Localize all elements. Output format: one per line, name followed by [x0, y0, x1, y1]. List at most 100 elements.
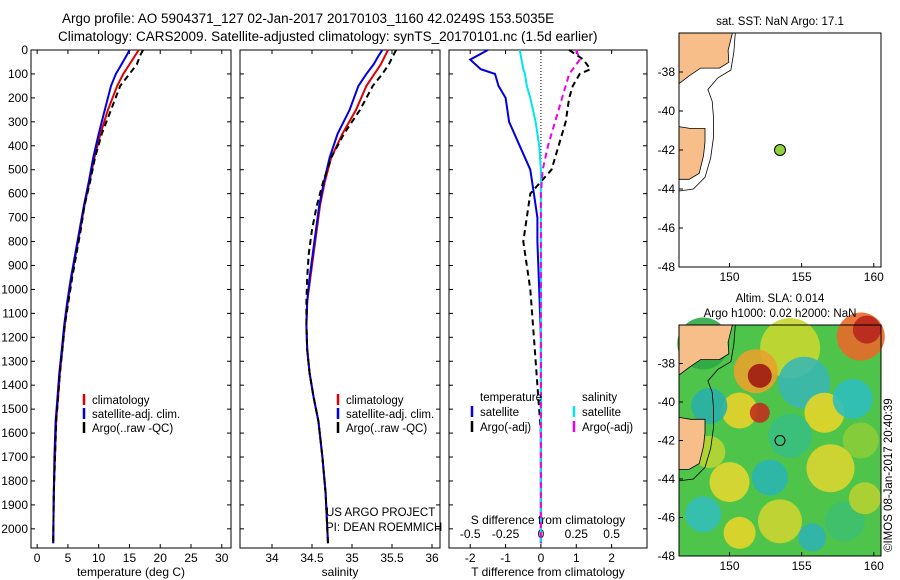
- sla-blob: [749, 402, 770, 423]
- x-axis-label: salinity: [322, 565, 359, 579]
- y-tick-label: 200: [8, 91, 28, 105]
- y-tick-label: 1900: [1, 498, 28, 512]
- y-tick-label: 1300: [1, 354, 28, 368]
- x-tick-label: 0: [538, 551, 545, 565]
- x-tick-label: 10: [92, 551, 106, 565]
- y-tick-label: 1200: [1, 330, 28, 344]
- y-tick-label: 300: [8, 115, 28, 129]
- legend-label: Argo(..raw -QC): [346, 423, 427, 435]
- credit-line1: US ARGO PROJECT: [326, 507, 435, 519]
- argo-position-marker: [774, 144, 786, 156]
- sla-blob: [852, 315, 881, 344]
- series-line: [539, 49, 581, 544]
- series-line: [305, 49, 397, 544]
- legend-label: Argo(-adj): [582, 422, 633, 434]
- y-tick-label: -46: [658, 221, 676, 235]
- x-tick-label: 35: [345, 551, 359, 565]
- y-tick-label: 1600: [1, 426, 28, 440]
- x-tick-label: 35.5: [380, 551, 404, 565]
- y-tick-label: 700: [8, 211, 28, 225]
- land-tasmania: [678, 416, 706, 470]
- y-tick-label: -38: [658, 357, 676, 371]
- x-tick-label: 15: [123, 551, 137, 565]
- sla-blob: [842, 422, 879, 459]
- sst-map-panel: 150 155 160 -48 -46 -44 -42 -40 -38 sat. SST: NaN…: [658, 16, 884, 284]
- y-tick-label: 0: [21, 43, 28, 57]
- plot-frame: [448, 49, 648, 549]
- y-tick-label: -40: [658, 395, 676, 409]
- land-mainland: [678, 324, 733, 376]
- sla-blob: [806, 444, 855, 493]
- map-title-1: Altim. SLA: 0.014: [736, 293, 825, 305]
- y-tick-label: 100: [8, 67, 28, 81]
- x-tick-label: 20: [154, 551, 168, 565]
- y-tick-label: 1100: [2, 306, 28, 320]
- x-tick-label: -1: [500, 551, 511, 565]
- x-tick-label: 155: [792, 270, 812, 284]
- y-tick-label: -40: [658, 104, 676, 118]
- sla-blob: [848, 482, 881, 515]
- x-tick-label: 34: [265, 551, 279, 565]
- sla-blob: [824, 501, 865, 542]
- x-tick-label: 150: [719, 559, 739, 573]
- y-tick-label: -46: [658, 511, 676, 525]
- y-tick-label: -48: [658, 260, 676, 274]
- legend-header: temperature: [480, 392, 542, 404]
- sla-blob: [721, 392, 758, 429]
- sla-blob: [798, 523, 827, 552]
- y-tick-label: 1400: [1, 378, 28, 392]
- series-line: [522, 49, 592, 544]
- salinity-panel: 34 34.5 35 35.5 36 salinity climatology satelli…: [239, 49, 441, 579]
- sla-blob: [751, 459, 788, 496]
- x-tick-label: 34.5: [300, 551, 324, 565]
- shelf-contour: [678, 324, 736, 482]
- legend-label: Argo(-adj): [480, 422, 531, 434]
- y-tick-label: -42: [658, 434, 676, 448]
- y-tick-label: 1500: [1, 402, 28, 416]
- x-tick-label: 160: [864, 559, 884, 573]
- x-axis-label: T difference from climatology: [471, 565, 625, 579]
- x-axis-label: temperature (deg C): [77, 565, 185, 579]
- x-tick-label: 25: [184, 551, 198, 565]
- y-tick-label: -48: [658, 549, 676, 563]
- x-tick-label: 150: [719, 270, 739, 284]
- sla-blob: [691, 387, 728, 424]
- x-tick-label: 0: [34, 551, 41, 565]
- legend-label: climatology: [346, 395, 404, 407]
- temperature-panel: 0 5 10 15 20 25 30 temperature (deg C) 0 100 200 30…: [1, 43, 232, 579]
- legend-label: climatology: [92, 395, 150, 407]
- sla-map-panel: 150 155 160 -48 -46 -44 -42 -40 -38 Altim. SLA: 0…: [658, 293, 885, 573]
- sla-blob: [685, 496, 722, 533]
- x2-tick-label: -0.5: [460, 527, 481, 541]
- sla-blob: [758, 499, 802, 544]
- shelf-contour: [678, 32, 736, 192]
- x-tick-label: -2: [465, 551, 476, 565]
- credit-line2: PI: DEAN ROEMMICH: [326, 522, 442, 534]
- y-tick-label: -44: [658, 472, 676, 486]
- x2-tick-label: 0.5: [603, 527, 620, 541]
- y-tick-label: 1800: [1, 474, 28, 488]
- legend-label: satellite-adj. clim.: [92, 409, 180, 421]
- x-tick-label: 2: [608, 551, 615, 565]
- land-tasmania: [678, 126, 706, 180]
- y-tick-label: 2000: [1, 522, 28, 536]
- y-tick-label: 900: [8, 258, 28, 272]
- sla-blob: [723, 516, 756, 549]
- legend-label: satellite-adj. clim.: [346, 409, 434, 421]
- x-tick-label: 30: [215, 551, 229, 565]
- y-tick-label: -38: [658, 65, 676, 79]
- plot-frame: [239, 49, 441, 549]
- y-tick-label: 500: [8, 163, 28, 177]
- map-title: sat. SST: NaN Argo: 17.1: [716, 16, 844, 28]
- y-tick-label: 1000: [1, 282, 28, 296]
- map-title-2: Argo h1000: 0.02 h2000: NaN: [704, 308, 857, 320]
- x-tick-label: 155: [792, 559, 812, 573]
- y-tick-label: 600: [8, 187, 28, 201]
- y-tick-label: 400: [8, 139, 28, 153]
- plot-frame: [30, 49, 232, 549]
- sla-blob: [709, 462, 750, 503]
- y-tick-label: -44: [658, 182, 676, 196]
- sla-blob: [747, 363, 772, 388]
